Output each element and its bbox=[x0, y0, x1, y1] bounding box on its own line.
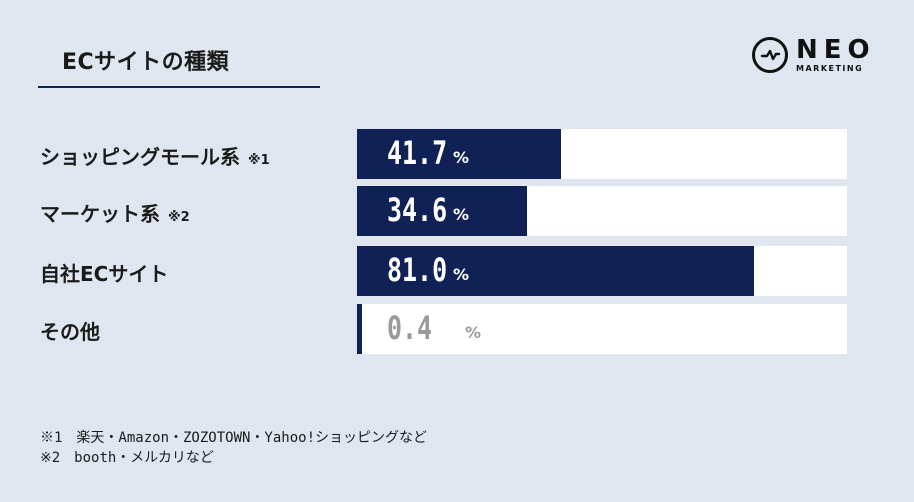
value-label: 81.0 bbox=[387, 251, 448, 289]
pulse-icon bbox=[752, 37, 788, 73]
category-label: マーケット系 ※2 bbox=[40, 198, 190, 227]
footnotes: ※1 楽天・Amazon・ZOZOTOWN・Yahoo!ショッピングなど ※2 … bbox=[40, 428, 427, 468]
bar bbox=[357, 304, 362, 354]
category-label: その他 bbox=[40, 316, 100, 345]
value-label: 41.7 bbox=[387, 134, 448, 172]
bar bbox=[357, 246, 754, 296]
footnote-2: ※2 booth・メルカリなど bbox=[40, 450, 214, 466]
percent-unit: % bbox=[453, 265, 470, 284]
percent-unit: % bbox=[453, 205, 470, 224]
percent-unit: % bbox=[453, 148, 470, 167]
chart-title: ECサイトの種類 bbox=[62, 50, 230, 75]
category-label: 自社ECサイト bbox=[40, 258, 168, 287]
category-note: ※1 bbox=[248, 153, 270, 168]
bar-row: ショッピングモール系 ※1 41.7% bbox=[0, 129, 914, 179]
bar bbox=[357, 186, 527, 236]
bar-track: 81.0% bbox=[357, 246, 847, 296]
value-label: 0.4 bbox=[387, 309, 433, 347]
category-name: ショッピングモール系 bbox=[40, 145, 240, 169]
footnote-1: ※1 楽天・Amazon・ZOZOTOWN・Yahoo!ショッピングなど bbox=[40, 430, 428, 446]
bar-row: マーケット系 ※2 34.6% bbox=[0, 186, 914, 236]
percent-unit: % bbox=[465, 323, 482, 342]
bar-row: その他 0.4% bbox=[0, 304, 914, 354]
category-name: 自社ECサイト bbox=[40, 262, 169, 286]
title-underline bbox=[38, 86, 320, 88]
logo-sub-text: MARKETING bbox=[796, 64, 864, 73]
bar-row: 自社ECサイト 81.0% bbox=[0, 246, 914, 296]
category-name: その他 bbox=[40, 320, 100, 344]
bar-track: 0.4% bbox=[357, 304, 847, 354]
bar-track: 41.7% bbox=[357, 129, 847, 179]
bar bbox=[357, 129, 561, 179]
bar-track: 34.6% bbox=[357, 186, 847, 236]
category-note: ※2 bbox=[168, 210, 190, 225]
value-label: 34.6 bbox=[387, 191, 448, 229]
neo-marketing-logo: NEO MARKETING bbox=[752, 30, 898, 80]
category-name: マーケット系 bbox=[40, 202, 160, 226]
logo-main-text: NEO bbox=[796, 35, 876, 65]
category-label: ショッピングモール系 ※1 bbox=[40, 141, 270, 170]
